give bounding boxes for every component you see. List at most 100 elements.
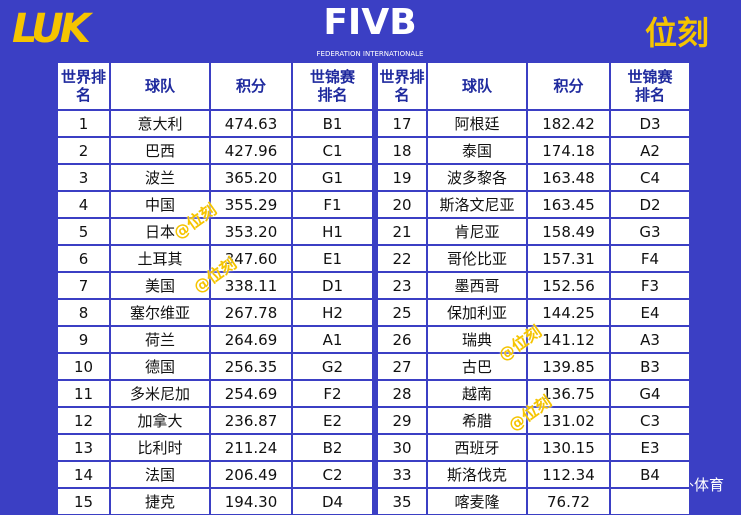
table-cell: 肯尼亚 [427, 218, 527, 245]
table-cell: 越南 [427, 380, 527, 407]
table-cell: 荷兰 [110, 326, 210, 353]
table-cell: 4 [57, 191, 110, 218]
table-cell: 中国 [110, 191, 210, 218]
table-cell: 267.78 [210, 299, 292, 326]
table-cell: 144.25 [527, 299, 610, 326]
table-cell: 158.49 [527, 218, 610, 245]
table-cell: 76.72 [527, 488, 610, 515]
table-cell: 美国 [110, 272, 210, 299]
table-cell: 474.63 [210, 110, 292, 137]
table-cell: 喀麦隆 [427, 488, 527, 515]
table-cell: A3 [610, 326, 690, 353]
header-text: 世锦赛排名 [309, 68, 355, 104]
table-cell: 206.49 [210, 461, 292, 488]
table-cell: 14 [57, 461, 110, 488]
column-header: 世锦赛排名 [292, 62, 373, 110]
table-cell: 古巴 [427, 353, 527, 380]
table-cell: 2 [57, 137, 110, 164]
header-text: 世界排名 [379, 68, 425, 104]
table-cell: 23 [377, 272, 427, 299]
table-cell: G2 [292, 353, 373, 380]
table-cell: C1 [292, 137, 373, 164]
table-cell: 15 [57, 488, 110, 515]
table-cell: D1 [292, 272, 373, 299]
table-cell: B4 [610, 461, 690, 488]
table-cell: 捷克 [110, 488, 210, 515]
table-cell: F3 [610, 272, 690, 299]
header-text: 积分 [235, 77, 266, 95]
table-cell: 30 [377, 434, 427, 461]
table-cell: B1 [292, 110, 373, 137]
table-cell: 墨西哥 [427, 272, 527, 299]
empty-cell [610, 488, 690, 515]
table-cell: 比利时 [110, 434, 210, 461]
table-cell: 意大利 [110, 110, 210, 137]
table-cell: 141.12 [527, 326, 610, 353]
table-cell: 28 [377, 380, 427, 407]
table-cell: 保加利亚 [427, 299, 527, 326]
header-text: 球队 [461, 77, 492, 95]
table-cell: 5 [57, 218, 110, 245]
column-header: 积分 [210, 62, 292, 110]
table-cell: D2 [610, 191, 690, 218]
table-cell: 斯洛伐克 [427, 461, 527, 488]
table-cell: 355.29 [210, 191, 292, 218]
brand: 位刻 [645, 14, 710, 52]
table-cell: B3 [610, 353, 690, 380]
table-cell: C4 [610, 164, 690, 191]
column-header: 世界排名 [57, 62, 110, 110]
table-cell: 182.42 [527, 110, 610, 137]
table-cell: 12 [57, 407, 110, 434]
table-cell: 斯洛文尼亚 [427, 191, 527, 218]
table-cell: 194.30 [210, 488, 292, 515]
column-header: 世锦赛排名 [610, 62, 690, 110]
table-cell: 17 [377, 110, 427, 137]
table-cell: 波多黎各 [427, 164, 527, 191]
table-cell: 泰国 [427, 137, 527, 164]
table-cell: 25 [377, 299, 427, 326]
table-cell: E1 [292, 245, 373, 272]
table-cell: 希腊 [427, 407, 527, 434]
table-cell: 112.34 [527, 461, 610, 488]
table-cell: 347.60 [210, 245, 292, 272]
table-cell: 33 [377, 461, 427, 488]
table-cell: G3 [610, 218, 690, 245]
table-cell: A2 [610, 137, 690, 164]
table-cell: 土耳其 [110, 245, 210, 272]
table-cell: 163.48 [527, 164, 610, 191]
table-cell: 法国 [110, 461, 210, 488]
table-cell: 巴西 [110, 137, 210, 164]
table-cell: F1 [292, 191, 373, 218]
header-text: 球队 [144, 77, 175, 95]
table-cell: 波兰 [110, 164, 210, 191]
table-cell: 塞尔维亚 [110, 299, 210, 326]
table-cell: 174.18 [527, 137, 610, 164]
table-cell: 多米尼加 [110, 380, 210, 407]
table-cell: 8 [57, 299, 110, 326]
table-cell: 130.15 [527, 434, 610, 461]
table-cell: 3 [57, 164, 110, 191]
page: {"logo_left": "LUK", "header": {"title":… [12, 2, 725, 515]
column-header: 球队 [427, 62, 527, 110]
table-cell: 6 [57, 245, 110, 272]
table-cell: 11 [57, 380, 110, 407]
table-cell: C3 [610, 407, 690, 434]
table-cell: 365.20 [210, 164, 292, 191]
table-cell: 211.24 [210, 434, 292, 461]
table-cell: 19 [377, 164, 427, 191]
table-cell: A1 [292, 326, 373, 353]
table-cell: 加拿大 [110, 407, 210, 434]
table-cell: 21 [377, 218, 427, 245]
table-cell: 163.45 [527, 191, 610, 218]
table-cell: 254.69 [210, 380, 292, 407]
logo-left: LUK [12, 6, 91, 52]
table-cell: C2 [292, 461, 373, 488]
table-cell: 7 [57, 272, 110, 299]
table-cell: 18 [377, 137, 427, 164]
table-cell: 152.56 [527, 272, 610, 299]
table-cell: 27 [377, 353, 427, 380]
table-cell: 256.35 [210, 353, 292, 380]
table-cell: G4 [610, 380, 690, 407]
table-cell: H1 [292, 218, 373, 245]
table-cell: 338.11 [210, 272, 292, 299]
